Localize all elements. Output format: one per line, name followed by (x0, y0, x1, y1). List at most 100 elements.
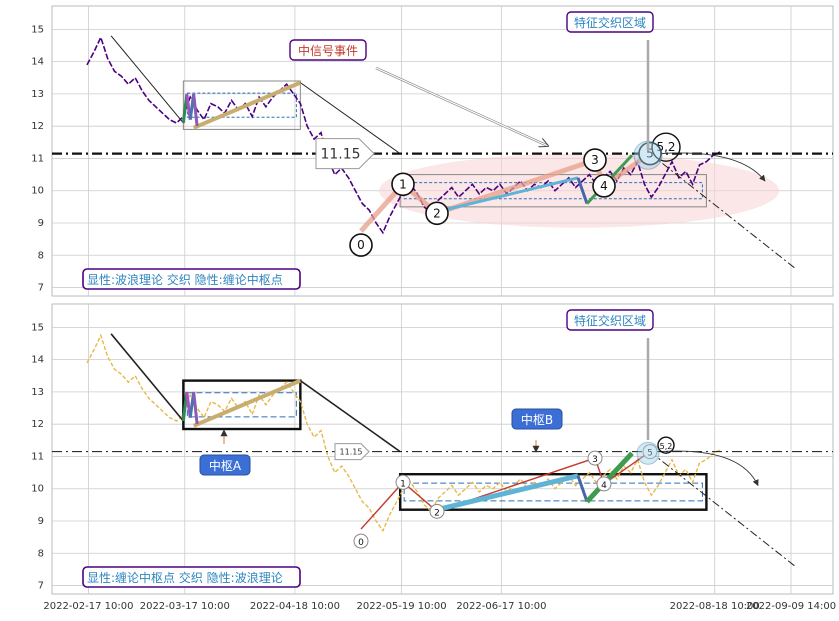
wave-point-label: 0 (357, 238, 365, 252)
wave-point-marker (587, 450, 603, 466)
projection-line (649, 451, 796, 567)
x-tick-label: 2022-08-18 10:00 (670, 601, 760, 612)
wave-segment (360, 481, 404, 530)
x-tick-label: 2022-06-17 10:00 (456, 601, 546, 612)
legend-box (82, 566, 301, 588)
wave-point-label: 5,2 (660, 442, 673, 451)
callout-box (566, 309, 654, 331)
y-tick-label: 11 (31, 451, 44, 462)
legend-text: 显性:缠论中枢点 交织 隐性:波浪理论 (87, 570, 283, 585)
x-tick-label: 2022-02-17 10:00 (43, 601, 133, 612)
zhongshu-label-box (511, 408, 563, 430)
y-tick-label: 7 (38, 581, 44, 592)
wave-segment (585, 451, 634, 504)
wave-point-marker (657, 436, 675, 454)
hline-label: 11.15 (320, 147, 360, 163)
wave-segment (576, 177, 589, 205)
wave-point-label: 4 (601, 481, 607, 491)
y-tick-label: 9 (38, 516, 44, 527)
zhongshu-box (182, 379, 302, 431)
wave-point-label: 5 (646, 147, 654, 161)
zhongshu-box (398, 473, 708, 511)
hline-label: 11.15 (340, 448, 363, 457)
plot-frame (51, 303, 834, 595)
wave-point-label: 2 (434, 508, 440, 518)
wave-point-marker (391, 172, 415, 197)
zhongshu-label: 中枢B (521, 412, 553, 427)
wave-segment (192, 391, 199, 425)
projection-line (649, 153, 796, 269)
projection-curve (659, 450, 759, 487)
plot-frame (51, 5, 834, 297)
y-tick-label: 12 (31, 121, 44, 132)
zhongshu-label: 中枢A (209, 458, 242, 473)
x-tick-label: 2022-04-18 10:00 (250, 601, 340, 612)
wave-point-label: 1 (399, 177, 407, 191)
y-tick-label: 14 (31, 57, 44, 68)
callout-arrow-inner (375, 67, 548, 146)
callout-box (566, 11, 654, 33)
wave-segment (436, 176, 579, 214)
y-tick-label: 9 (38, 218, 44, 229)
highlight-circle (636, 441, 660, 465)
wave-segment (576, 475, 589, 503)
callout-box (289, 39, 367, 61)
wave-point-marker (642, 444, 658, 460)
legend-text: 显性:波浪理论 交织 隐性:缠论中枢点 (87, 272, 283, 287)
y-tick-label: 13 (31, 89, 44, 100)
wave-point-label: 5 (647, 449, 653, 459)
projection-curve (659, 152, 766, 182)
wave-point-marker (596, 476, 612, 492)
y-tick-label: 12 (31, 419, 44, 430)
trend-line (110, 35, 184, 124)
bottom-panel: 78910111213141511.150123455,2特征交织区域中枢A中枢… (31, 303, 834, 595)
zhongshu-label-box (199, 454, 251, 476)
wave-point-label: 3 (591, 153, 599, 167)
y-tick-label: 10 (31, 186, 44, 197)
wave-point-label: 2 (433, 206, 441, 220)
y-tick-label: 15 (31, 322, 44, 333)
callout-text: 中信号事件 (298, 43, 358, 58)
wave-segment (436, 473, 579, 513)
x-axis: 2022-02-17 10:00 2022-03-17 10:00 2022-04-… (43, 601, 836, 612)
wave-point-label: 1 (400, 479, 406, 489)
hline-label-box (334, 443, 370, 461)
wave-point-marker (638, 141, 662, 166)
wave-segment (192, 93, 199, 127)
zhongshu-inner (186, 92, 297, 118)
callout-text: 特征交织区域 (574, 313, 646, 328)
wave-point-label: 0 (358, 538, 364, 548)
y-tick-label: 7 (38, 283, 44, 294)
wave-point-label: 3 (592, 455, 598, 465)
hline-label-box (315, 138, 375, 170)
wave-point-marker (592, 174, 616, 198)
y-tick-label: 8 (38, 250, 44, 261)
wave-point-marker (429, 503, 445, 519)
wave-segment (192, 378, 302, 428)
y-tick-label: 11 (31, 153, 44, 164)
wave-segment (192, 80, 302, 130)
wave-point-label: 5,2 (656, 140, 675, 154)
wave-point-marker (353, 533, 369, 549)
y-tick-label: 14 (31, 355, 44, 366)
y-tick-label: 13 (31, 387, 44, 398)
x-tick-label: 2022-09-09 14:00 (746, 601, 836, 612)
wave-point-label: 4 (600, 179, 608, 193)
x-tick-label: 2022-03-17 10:00 (140, 601, 230, 612)
y-tick-label: 15 (31, 24, 44, 35)
wave-point-marker (425, 201, 449, 226)
trend-line (299, 379, 401, 453)
y-tick-label: 8 (38, 548, 44, 559)
y-tick-label: 10 (31, 484, 44, 495)
trend-line (110, 333, 184, 422)
highlight-ellipse (379, 153, 780, 228)
callout-text: 特征交织区域 (574, 15, 646, 30)
wave-point-marker (395, 474, 411, 490)
wave-point-marker (349, 233, 373, 257)
trend-line (300, 82, 401, 155)
wave-point-marker (651, 132, 681, 162)
x-tick-label: 2022-05-19 10:00 (357, 601, 447, 612)
